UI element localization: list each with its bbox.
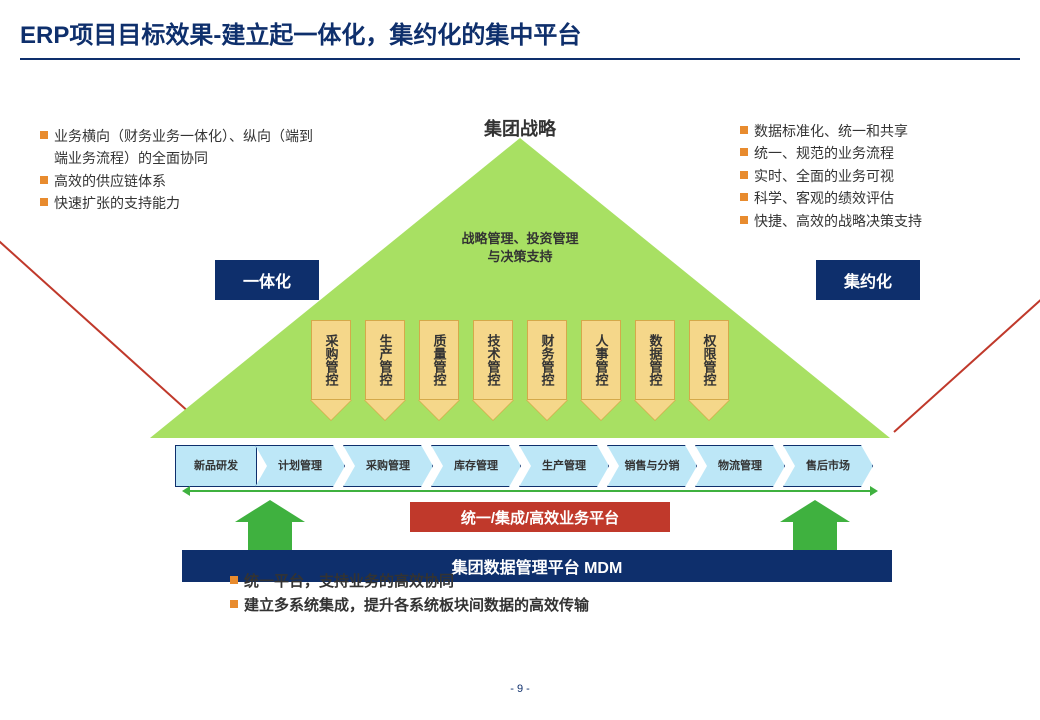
flow-step: 计划管理 (255, 445, 345, 487)
up-arrow-right (780, 500, 850, 550)
diagram-canvas: 集团战略 业务横向（财务业务一体化）、纵向（端到端业务流程）的全面协同 高效的供… (0, 60, 1040, 700)
flow-step: 采购管理 (343, 445, 433, 487)
double-arrow-line (190, 490, 870, 492)
down-arrow: 生产管控 (365, 320, 405, 430)
flow-step: 物流管理 (695, 445, 785, 487)
down-arrow: 数据管控 (635, 320, 675, 430)
flow-step: 生产管理 (519, 445, 609, 487)
flow-step: 新品研发 (175, 445, 257, 487)
page-number: - 9 - (510, 683, 530, 695)
flow-step: 售后市场 (783, 445, 873, 487)
label-jiyuehua: 集约化 (816, 260, 920, 300)
red-platform-banner: 统一/集成/高效业务平台 (410, 502, 670, 532)
down-arrow: 权限管控 (689, 320, 729, 430)
label-yitihua: 一体化 (215, 260, 319, 300)
down-arrow: 采购管控 (311, 320, 351, 430)
bullet-item: 建立多系统集成，提升各系统板块间数据的高效传输 (230, 594, 589, 618)
triangle-text: 战略管理、投资管理与决策支持 (461, 230, 578, 266)
bottom-bullet-list: 统一平台，支持业务的高效协同 建立多系统集成，提升各系统板块间数据的高效传输 (230, 570, 589, 618)
flow-step: 销售与分销 (607, 445, 697, 487)
flow-step: 库存管理 (431, 445, 521, 487)
bullet-item: 统一平台，支持业务的高效协同 (230, 570, 589, 594)
down-arrow: 质量管控 (419, 320, 459, 430)
down-arrow: 财务管控 (527, 320, 567, 430)
page-title: ERP项目目标效果-建立起一体化，集约化的集中平台 (0, 0, 1040, 58)
down-arrow: 人事管控 (581, 320, 621, 430)
up-arrow-left (235, 500, 305, 550)
process-flow-row: 新品研发 计划管理 采购管理 库存管理 生产管理 销售与分销 物流管理 售后市场 (175, 445, 873, 487)
down-arrow: 技术管控 (473, 320, 513, 430)
down-arrows-row: 采购管控 生产管控 质量管控 技术管控 财务管控 人事管控 数据管控 权限管控 (311, 320, 729, 430)
